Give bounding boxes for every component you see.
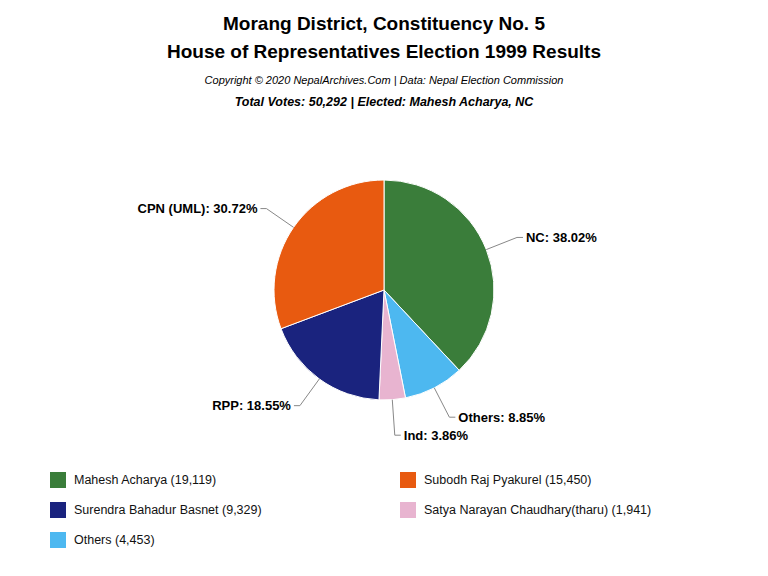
legend-swatch <box>400 502 416 518</box>
annotation: Copyright © 2020 NepalArchives.Com | Dat… <box>205 74 564 86</box>
data-label: Others: 8.85% <box>458 410 545 425</box>
legend-entry: Satya Narayan Chaudhary(tharu) (1,941) <box>424 503 651 517</box>
pie: NC: 38.02% Others: 8.85% Ind: 3.86% RPP: 18… <box>138 180 598 443</box>
leader-line <box>434 388 455 417</box>
legend-swatch <box>50 502 66 518</box>
subtitle: House of Representatives Election 1999 R… <box>167 41 601 62</box>
legend-entry: Mahesh Acharya (19,119) <box>74 473 216 487</box>
legend-swatch <box>50 532 66 548</box>
title: Morang District, Constituency No. 5 <box>223 13 545 34</box>
data-label: CPN (UML): 30.72% <box>138 201 258 216</box>
slice <box>274 180 384 329</box>
legend: Mahesh Acharya (19,119) Surendra Bahadur … <box>50 472 651 548</box>
leader-line <box>294 379 319 406</box>
legend-entry: Subodh Raj Pyakurel (15,450) <box>424 473 591 487</box>
leader-line <box>260 209 293 228</box>
legend-entry: Others (4,453) <box>74 533 155 547</box>
data-label: RPP: 18.55% <box>212 398 291 413</box>
legend-swatch <box>400 472 416 488</box>
data-label: Ind: 3.86% <box>404 428 469 443</box>
legend-swatch <box>50 472 66 488</box>
leader-line <box>392 400 400 436</box>
chart: Morang District, Constituency No. 5 House… <box>0 0 768 576</box>
leader-line <box>486 237 523 249</box>
data-label: NC: 38.02% <box>526 230 597 245</box>
legend-entry: Surendra Bahadur Basnet (9,329) <box>74 503 262 517</box>
annotation: Total Votes: 50,292 | Elected: Mahesh Ac… <box>235 95 535 109</box>
